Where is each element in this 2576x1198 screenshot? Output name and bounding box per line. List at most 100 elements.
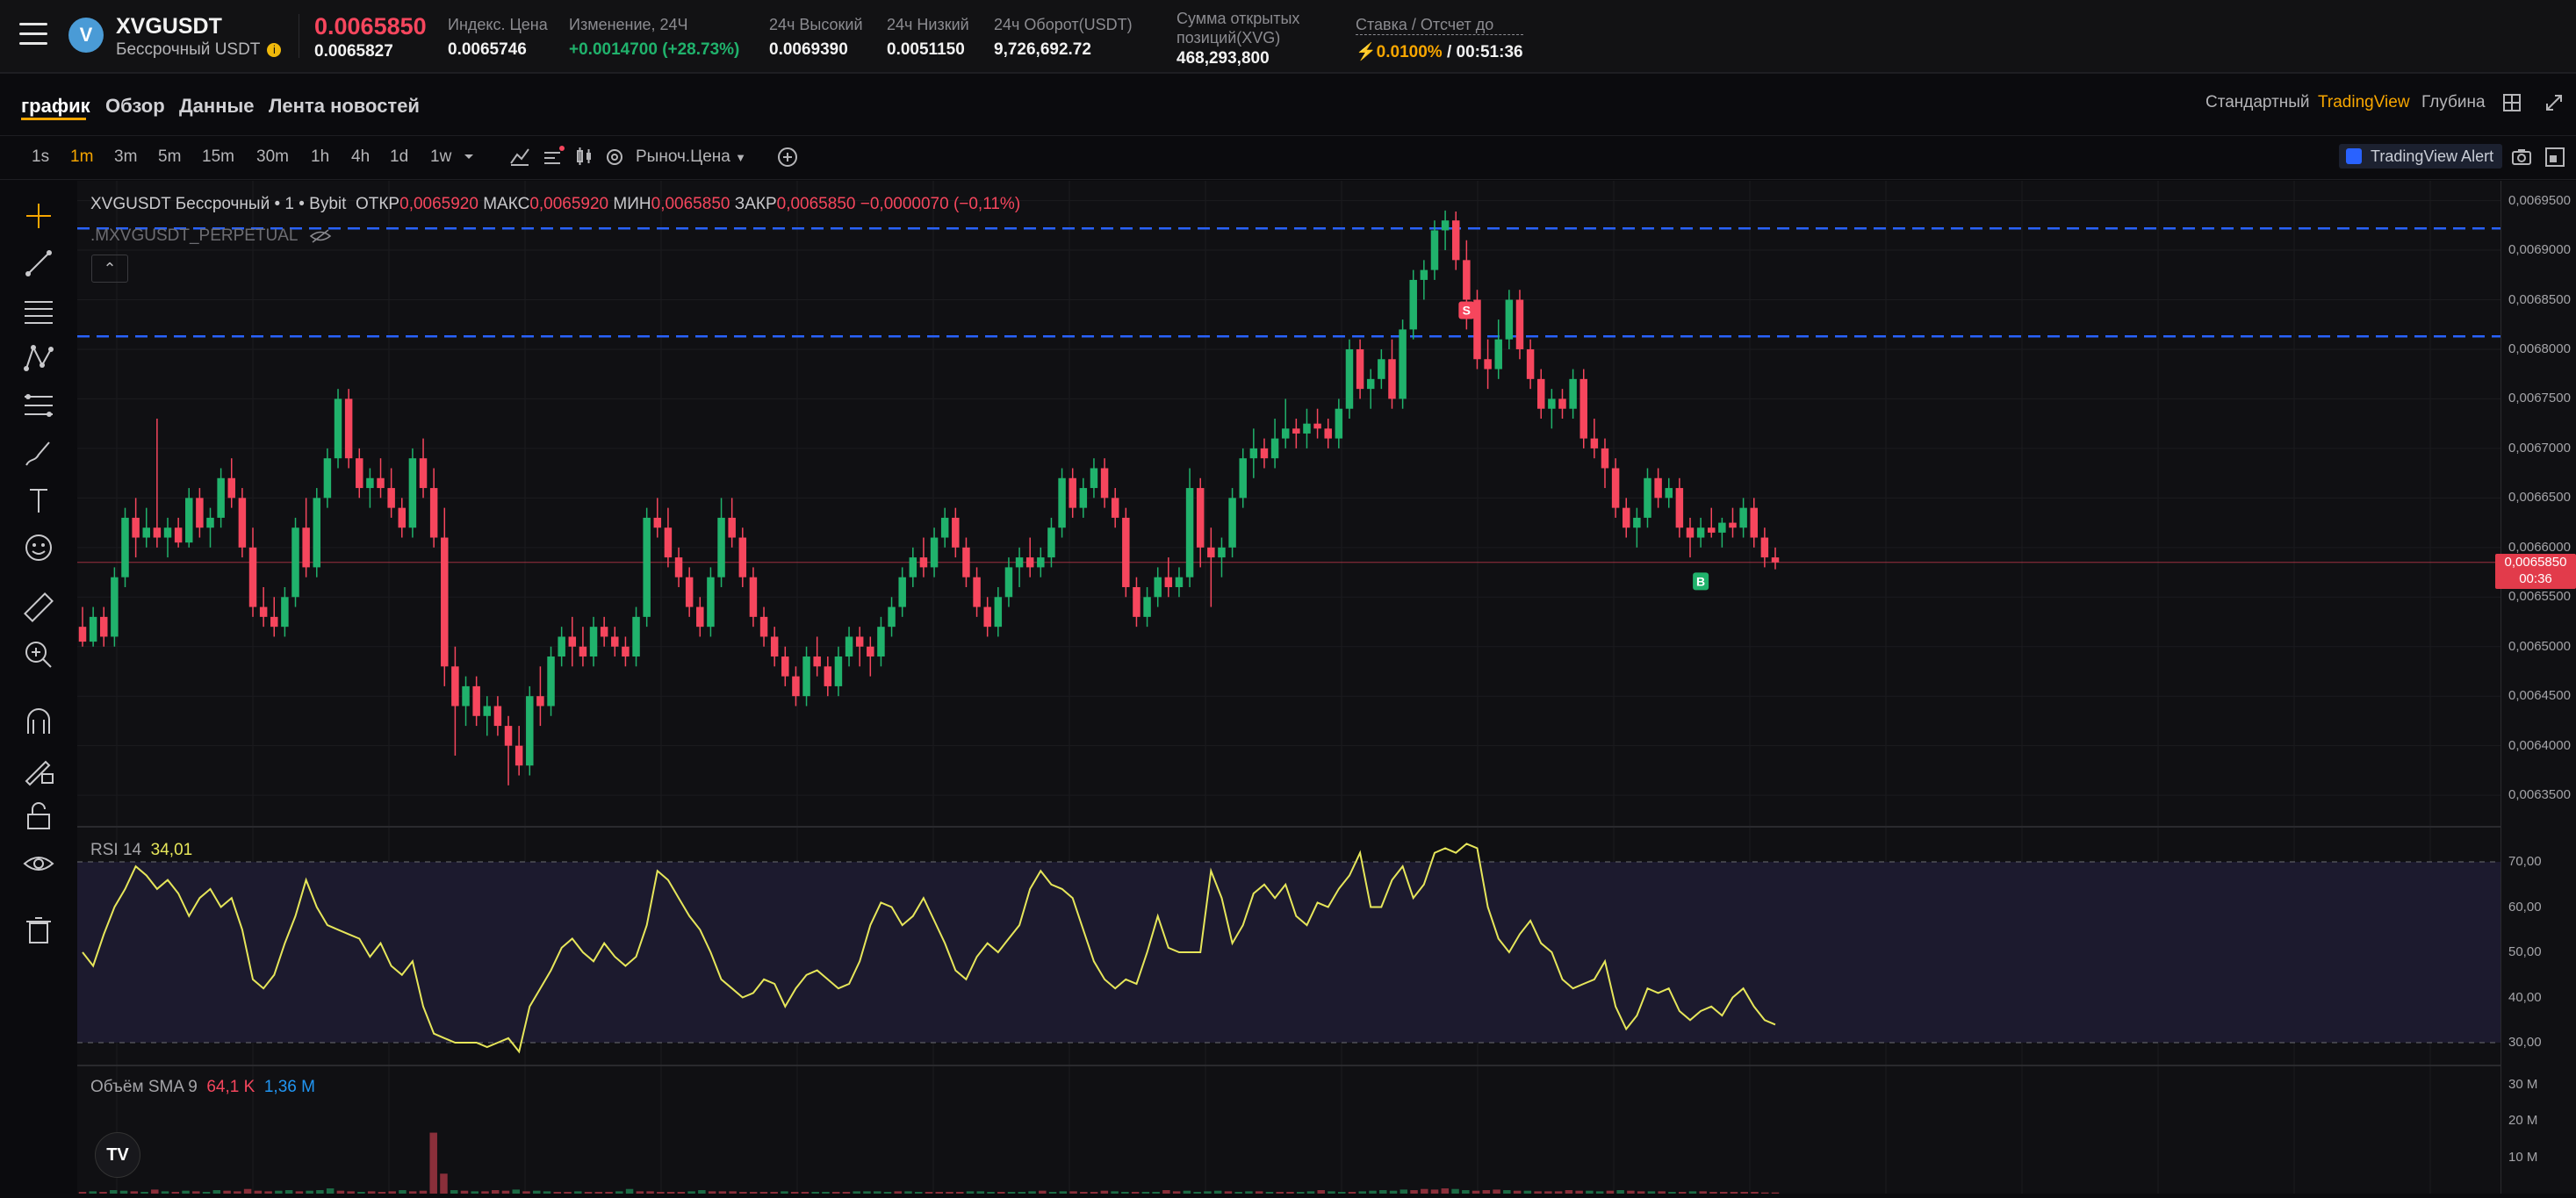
- candle-body: [813, 656, 821, 667]
- turnover-24h-label: 24ч Оборот(USDT): [994, 16, 1133, 33]
- volume-bar: [1554, 1191, 1563, 1194]
- volume-bar: [522, 1191, 530, 1194]
- tab-news[interactable]: Лента новостей: [269, 95, 420, 117]
- volume-bar: [1534, 1191, 1542, 1194]
- camera-icon[interactable]: [2511, 144, 2532, 170]
- tab-chart[interactable]: график: [21, 95, 90, 117]
- rsi-value: 34,01: [150, 841, 193, 859]
- candle-body: [1515, 299, 1524, 349]
- timeframe-15m[interactable]: 15m: [202, 147, 234, 166]
- price-axis[interactable]: 0,0069500 0,0069000 0,0068500 0,0068000 0,00…: [2500, 181, 2576, 1194]
- symbol-name[interactable]: XVGUSDT: [116, 14, 222, 39]
- timeframe-4h[interactable]: 4h: [351, 147, 371, 166]
- tab-data[interactable]: Данные: [179, 95, 255, 117]
- volume-bar: [460, 1190, 469, 1194]
- candle-body: [1079, 488, 1088, 508]
- candle-body: [142, 527, 150, 538]
- price-axis-label: 0,0068500: [2508, 291, 2571, 307]
- candle-body: [174, 527, 183, 543]
- chevron-down-icon[interactable]: [462, 144, 476, 170]
- info-icon[interactable]: i: [267, 42, 282, 57]
- indicators-icon[interactable]: [543, 144, 565, 170]
- candle-body: [1484, 359, 1492, 369]
- price-axis-label: 0,0066000: [2508, 539, 2571, 555]
- text-tool-icon[interactable]: [21, 483, 56, 518]
- volume-bar: [316, 1190, 324, 1194]
- volume-value-1: 64,1 K: [206, 1078, 255, 1096]
- candle-body: [1750, 507, 1758, 538]
- volume-bar: [1586, 1190, 1594, 1194]
- timeframe-1d[interactable]: 1d: [390, 147, 409, 166]
- settings-gear-icon[interactable]: [604, 144, 625, 170]
- fullscreen-icon[interactable]: [2544, 144, 2565, 170]
- trash-icon[interactable]: [21, 913, 56, 948]
- tradingview-logo[interactable]: TV: [95, 1132, 140, 1178]
- candle-body: [281, 597, 289, 628]
- timeframe-1h[interactable]: 1h: [311, 147, 330, 166]
- pattern-icon[interactable]: [21, 341, 56, 376]
- view-depth[interactable]: Глубина: [2421, 93, 2486, 111]
- volume-bar: [336, 1190, 345, 1194]
- volume-bar: [770, 1192, 778, 1194]
- current-price-tag-value: 0,0065850: [2504, 555, 2567, 570]
- candle-body: [1718, 522, 1726, 533]
- view-standard[interactable]: Стандартный: [2205, 93, 2310, 111]
- candle-body: [685, 577, 694, 607]
- tab-overview[interactable]: Обзор: [105, 95, 165, 117]
- volume-bar: [1172, 1191, 1181, 1194]
- brush-icon[interactable]: [21, 435, 56, 470]
- volume-bar: [1471, 1190, 1480, 1194]
- emoji-icon[interactable]: [21, 530, 56, 565]
- volume-bar: [1224, 1191, 1233, 1194]
- expand-icon[interactable]: [2544, 93, 2564, 112]
- legend-open-label: ОТКР: [355, 195, 400, 213]
- volume-bar: [110, 1190, 118, 1194]
- trend-line-icon[interactable]: [21, 246, 56, 281]
- horizontal-lines-icon[interactable]: [21, 293, 56, 328]
- crosshair-icon[interactable]: [21, 198, 56, 233]
- timeframe-30m[interactable]: 30m: [256, 147, 289, 166]
- timeframe-1w[interactable]: 1w: [430, 147, 452, 166]
- candle-body: [536, 696, 544, 707]
- legend-low: 0,0065850: [651, 195, 730, 213]
- ruler-icon[interactable]: [21, 590, 56, 625]
- volume-bar: [873, 1191, 881, 1194]
- lock-drawing-icon[interactable]: [21, 751, 56, 786]
- collapse-legend-button[interactable]: ⌃: [91, 255, 128, 283]
- timeframe-1s[interactable]: 1s: [32, 147, 50, 166]
- volume-bar: [1493, 1189, 1500, 1194]
- hamburger-menu-icon[interactable]: [19, 23, 47, 47]
- timeframe-5m[interactable]: 5m: [158, 147, 182, 166]
- price-type-select[interactable]: Рыноч.Цена ▼: [636, 147, 746, 167]
- candle-body: [153, 527, 162, 538]
- eye-icon[interactable]: [21, 846, 56, 881]
- timeframe-3m[interactable]: 3m: [114, 147, 138, 166]
- legend-close: 0,0065850: [776, 195, 856, 213]
- fib-icon[interactable]: [21, 388, 56, 423]
- candle-body: [1154, 577, 1162, 598]
- volume-bar: [1069, 1191, 1077, 1194]
- volume-bar: [192, 1191, 200, 1194]
- candles-icon[interactable]: [574, 144, 595, 170]
- volume-bar: [1482, 1190, 1491, 1194]
- hidden-eye-icon[interactable]: [309, 228, 332, 244]
- zoom-in-icon[interactable]: [21, 637, 56, 672]
- low-24h-value: 0.0051150: [887, 40, 965, 59]
- timeframe-1m[interactable]: 1m: [70, 147, 94, 166]
- view-tradingview[interactable]: TradingView: [2318, 93, 2410, 111]
- add-indicator-icon[interactable]: [776, 144, 799, 170]
- tradingview-alert-button[interactable]: TradingView Alert: [2339, 144, 2503, 169]
- line-chart-icon[interactable]: [509, 144, 530, 170]
- candle-body: [366, 477, 374, 489]
- funding-label[interactable]: Ставка / Отсчет до: [1356, 16, 1523, 35]
- layout-grid-icon[interactable]: [2502, 93, 2522, 112]
- rsi-axis-label: 40,00: [2508, 989, 2542, 1005]
- magnet-icon[interactable]: [21, 704, 56, 739]
- candle-body: [334, 398, 342, 459]
- candle-body: [888, 606, 896, 628]
- volume-axis-label: 20 M: [2508, 1113, 2538, 1129]
- candle-body: [1335, 408, 1343, 439]
- lock-icon[interactable]: [21, 799, 56, 834]
- candle-body: [940, 517, 949, 538]
